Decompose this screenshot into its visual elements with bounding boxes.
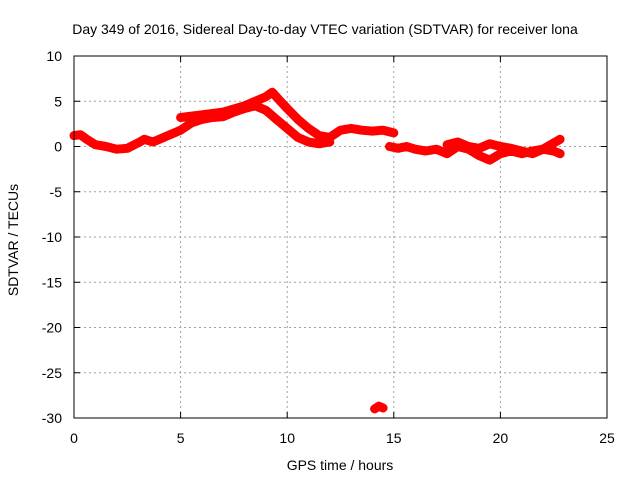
data-point <box>123 144 132 153</box>
y-axis-label: SDTVAR / TECUs <box>5 184 21 296</box>
x-tick-label: 10 <box>279 430 295 446</box>
data-point <box>219 108 228 117</box>
data-point <box>556 135 565 144</box>
y-tick-label: -15 <box>42 274 62 290</box>
y-tick-label: 10 <box>46 48 62 64</box>
data-point <box>496 142 505 151</box>
data-point <box>325 133 334 142</box>
data-point <box>485 139 494 148</box>
data-point <box>240 101 249 110</box>
data-point <box>155 135 164 144</box>
data-point <box>368 127 377 136</box>
data-point <box>485 156 494 165</box>
data-point <box>176 113 185 122</box>
tick-labels: 0 5 10 15 20 25 10 5 0 -5 -10 -15 -20 -25 -30 <box>42 48 615 446</box>
data-point <box>385 142 394 151</box>
data-point <box>101 142 110 151</box>
data-point <box>336 126 345 135</box>
data-points <box>69 87 565 414</box>
y-tick-label: -5 <box>50 184 63 200</box>
series-middle-segment <box>325 123 399 142</box>
data-point <box>272 115 281 124</box>
data-point <box>251 97 260 106</box>
data-point <box>379 126 388 135</box>
data-point <box>379 404 388 413</box>
data-point <box>165 130 174 139</box>
data-point <box>453 137 462 146</box>
data-point <box>176 126 185 135</box>
chart-title: Day 349 of 2016, Sidereal Day-to-day VTE… <box>72 21 578 37</box>
x-tick-label: 25 <box>599 430 615 446</box>
x-tick-label: 20 <box>493 430 509 446</box>
data-point <box>402 142 411 151</box>
series-outlier <box>370 401 388 414</box>
data-point <box>528 149 537 158</box>
data-point <box>549 147 558 156</box>
data-point <box>261 92 270 101</box>
y-tick-label: -25 <box>42 365 62 381</box>
x-axis-label: GPS time / hours <box>287 457 394 473</box>
data-point <box>464 142 473 151</box>
data-point <box>475 151 484 160</box>
data-point <box>76 130 85 139</box>
data-point <box>539 145 548 154</box>
data-point <box>357 126 366 135</box>
data-point <box>112 145 121 154</box>
series-late-upper <box>442 134 565 159</box>
data-point <box>293 133 302 142</box>
data-point <box>411 145 420 154</box>
data-point <box>315 131 324 140</box>
data-point <box>197 110 206 119</box>
ticks <box>73 55 608 419</box>
data-point <box>304 124 313 133</box>
data-point <box>133 138 142 147</box>
data-point <box>389 128 398 137</box>
data-point <box>82 135 91 144</box>
data-point <box>432 145 441 154</box>
data-point <box>261 106 270 115</box>
data-point <box>283 104 292 113</box>
x-tick-label: 15 <box>386 430 402 446</box>
data-point <box>140 135 149 144</box>
data-point <box>370 404 379 413</box>
y-tick-label: -10 <box>42 229 62 245</box>
y-tick-label: -30 <box>42 410 62 426</box>
data-point <box>347 124 356 133</box>
data-point <box>274 95 283 104</box>
data-point <box>374 402 383 411</box>
data-point <box>394 144 403 153</box>
grid <box>74 56 607 418</box>
y-tick-label: 5 <box>54 93 62 109</box>
data-point <box>556 149 565 158</box>
data-point <box>421 147 430 156</box>
data-point <box>283 124 292 133</box>
data-point <box>268 88 277 97</box>
x-tick-label: 0 <box>70 430 78 446</box>
data-point <box>443 140 452 149</box>
data-point <box>475 144 484 153</box>
data-point <box>315 139 324 148</box>
data-point <box>507 144 516 153</box>
data-point <box>91 140 100 149</box>
y-tick-label: 0 <box>54 139 62 155</box>
data-point <box>304 137 313 146</box>
data-point <box>496 149 505 158</box>
y-tick-label: -20 <box>42 320 62 336</box>
data-point <box>293 115 302 124</box>
data-point <box>443 149 452 158</box>
data-point <box>148 137 157 146</box>
x-tick-label: 5 <box>177 430 185 446</box>
series-band <box>442 134 565 159</box>
